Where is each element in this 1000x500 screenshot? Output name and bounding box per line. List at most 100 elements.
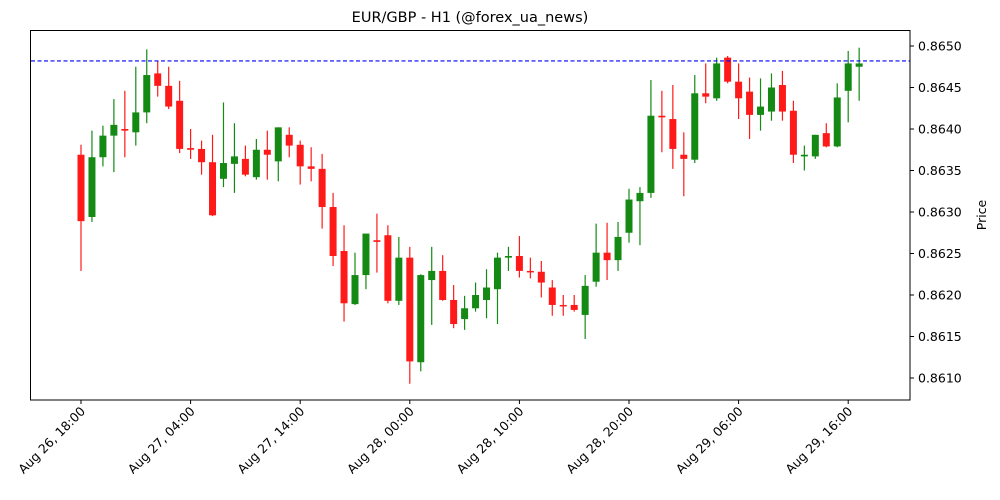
candle-body	[439, 270, 447, 300]
y-tick-label: 0.8615	[918, 329, 962, 344]
candle-body	[855, 63, 863, 67]
candle-bullish	[581, 275, 589, 339]
x-tick-label: Aug 29, 16:00	[782, 403, 855, 476]
candle-body	[833, 97, 841, 147]
candle-bearish	[724, 55, 732, 84]
candle-bullish	[493, 252, 501, 325]
candle-bullish	[274, 127, 282, 182]
candle-body	[417, 275, 425, 363]
candle-bearish	[263, 130, 271, 180]
candle-bullish	[219, 102, 227, 188]
candle-bearish	[822, 123, 830, 148]
candle-body	[450, 299, 458, 325]
candle-bearish	[241, 145, 249, 177]
candle-bullish	[647, 80, 655, 198]
candle-bearish	[680, 132, 688, 197]
candle-body	[800, 154, 808, 157]
candle-body	[110, 124, 118, 136]
candle-body	[187, 148, 195, 150]
candle-bearish	[658, 90, 666, 153]
y-axis-label: Price	[974, 199, 989, 230]
candle-body	[143, 75, 151, 113]
candle-bullish	[592, 223, 600, 287]
candle-body	[789, 110, 797, 155]
y-tick-label: 0.8645	[918, 80, 962, 95]
x-tick-label: Aug 28, 20:00	[563, 403, 636, 476]
candle-body	[822, 133, 830, 147]
candle-bearish	[165, 66, 173, 110]
candle-body	[811, 134, 819, 157]
x-tick-label: Aug 27, 04:00	[125, 403, 198, 476]
candle-body	[559, 304, 567, 307]
candle-body	[395, 257, 403, 301]
candle-body	[625, 199, 633, 233]
candle-body	[614, 236, 622, 261]
candle-body	[493, 257, 501, 290]
candle-bearish	[384, 225, 392, 304]
candle-bearish	[515, 236, 523, 278]
candle-bearish	[340, 225, 348, 322]
candle-body	[230, 156, 238, 164]
candle-body	[88, 157, 96, 217]
candle-body	[603, 252, 611, 261]
candle-bearish	[548, 280, 556, 316]
candle-body	[461, 308, 469, 320]
candle-body	[132, 112, 140, 133]
candle-body	[384, 235, 392, 301]
candle-body	[548, 287, 556, 305]
candle-body	[724, 57, 732, 82]
candle-bullish	[713, 57, 721, 101]
candle-body	[241, 158, 249, 175]
candle-body	[329, 207, 337, 256]
y-tick-label: 0.8635	[918, 163, 962, 178]
candle-body	[581, 285, 589, 315]
candle-bullish	[351, 252, 359, 305]
candle-body	[713, 63, 721, 99]
candle-bearish	[198, 140, 206, 175]
candle-body	[746, 91, 754, 115]
candle-bullish	[428, 246, 436, 325]
candle-bullish	[99, 125, 107, 167]
candle-bullish	[636, 187, 644, 246]
candle-bullish	[132, 66, 140, 146]
candle-bearish	[439, 255, 447, 301]
candle-bearish	[121, 90, 129, 158]
candle-body	[252, 149, 260, 178]
plot-frame	[30, 30, 911, 401]
candle-body	[592, 252, 600, 282]
candle-bearish	[209, 134, 217, 217]
candle-bullish	[833, 83, 841, 148]
candle-body	[702, 93, 710, 97]
candle-body	[526, 270, 534, 273]
candle-bearish	[187, 129, 195, 159]
candle-body	[351, 275, 359, 305]
candle-body	[504, 255, 512, 258]
candle-body	[198, 148, 206, 163]
candle-body	[121, 129, 129, 131]
candle-bearish	[735, 63, 743, 120]
candle-bullish	[855, 47, 863, 101]
candle-bullish	[362, 233, 370, 290]
candle-bullish	[625, 188, 633, 243]
candle-bearish	[450, 285, 458, 329]
candle-body	[636, 192, 644, 202]
candle-bearish	[329, 192, 337, 266]
y-tick-label: 0.8640	[918, 122, 962, 137]
candle-body	[154, 73, 162, 86]
y-tick-label: 0.8625	[918, 246, 962, 261]
candle-bullish	[472, 282, 480, 312]
candle-bearish	[154, 60, 162, 97]
candle-body	[669, 119, 677, 149]
candle-bearish	[285, 127, 293, 158]
candle-body	[340, 251, 348, 304]
plot-area	[30, 30, 911, 401]
candle-body	[263, 149, 271, 155]
candle-bearish	[176, 80, 184, 154]
candle-bearish	[296, 140, 304, 185]
candle-bullish	[230, 123, 238, 193]
candle-bullish	[811, 134, 819, 159]
candle-body	[219, 163, 227, 179]
candle-bullish	[800, 145, 808, 171]
candle-body	[406, 257, 414, 362]
